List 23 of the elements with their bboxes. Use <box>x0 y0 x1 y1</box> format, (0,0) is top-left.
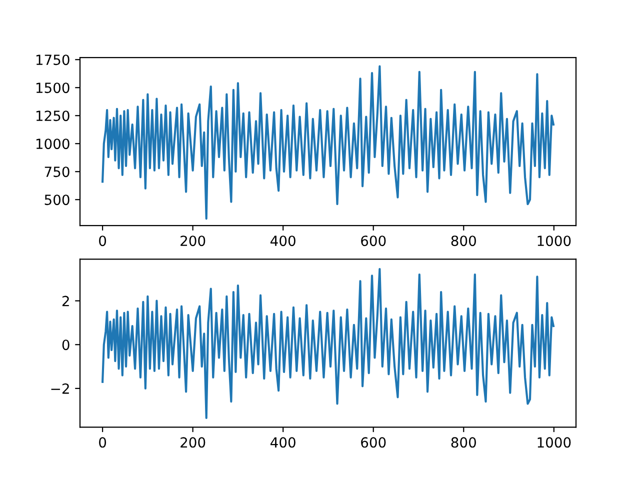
y-tick-label: 500 <box>44 194 70 206</box>
x-tick-label: 800 <box>451 437 476 448</box>
x-tick-label: 800 <box>451 236 476 246</box>
x-tick-label: 1000 <box>538 437 571 448</box>
x-tick-label: 200 <box>180 236 206 246</box>
y-tick-label: 1750 <box>36 54 70 66</box>
line-series <box>102 65 554 220</box>
x-tick-label: 400 <box>270 236 296 246</box>
y-tick-label: −2 <box>51 383 69 394</box>
y-tick-label: 0 <box>62 340 70 350</box>
x-tick-label: 0 <box>99 437 106 448</box>
y-tick-label: 2 <box>62 296 69 306</box>
y-tick-label: 1000 <box>36 138 70 150</box>
x-tick-label: 200 <box>180 437 206 448</box>
x-tick-label: 400 <box>270 437 296 448</box>
y-tick-label: 1500 <box>36 82 70 94</box>
x-tick-label: 600 <box>361 437 386 448</box>
line-series <box>102 268 554 420</box>
x-tick-label: 0 <box>99 236 106 246</box>
y-tick-label: 750 <box>44 166 70 178</box>
x-tick-label: 600 <box>361 236 386 246</box>
x-tick-label: 1000 <box>538 236 571 246</box>
y-tick-label: 1250 <box>36 110 70 122</box>
